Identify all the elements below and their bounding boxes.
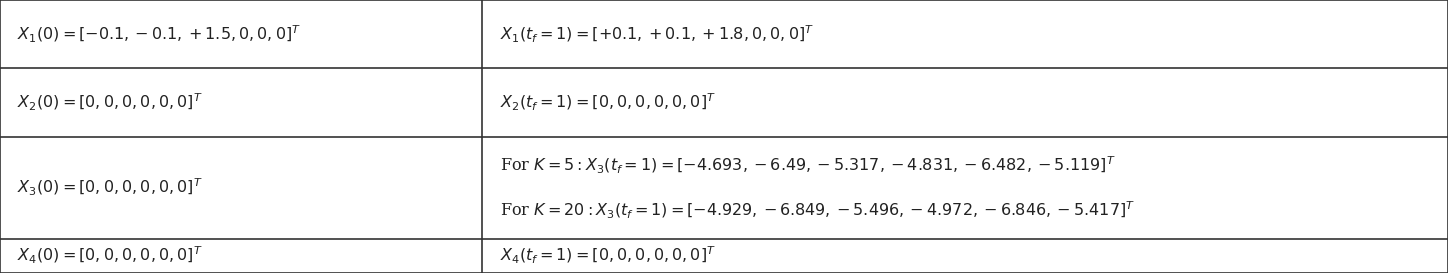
Text: For $K = 20 : X_3(t_f = 1) = [-4.929, -6.849, -5.496, -4.972, -6.846, -5.417]^T$: For $K = 20 : X_3(t_f = 1) = [-4.929, -6… <box>500 200 1135 221</box>
Text: $X_3(0) = [0, 0, 0, 0, 0, 0]^T$: $X_3(0) = [0, 0, 0, 0, 0, 0]^T$ <box>17 177 203 198</box>
Text: $X_1(t_f = 1) = [+0.1, +0.1, +1.8, 0, 0, 0]^T$: $X_1(t_f = 1) = [+0.1, +0.1, +1.8, 0, 0,… <box>500 23 814 45</box>
Text: For $K = 5 : X_3(t_f = 1) = [-4.693, -6.49, -5.317, -4.831, -6.482, -5.119]^T$: For $K = 5 : X_3(t_f = 1) = [-4.693, -6.… <box>500 155 1115 176</box>
Text: $X_1(0) = [-0.1, -0.1, +1.5, 0, 0, 0]^T$: $X_1(0) = [-0.1, -0.1, +1.5, 0, 0, 0]^T$ <box>17 23 301 45</box>
Text: $X_4(t_f = 1) = [0, 0, 0, 0, 0, 0]^T$: $X_4(t_f = 1) = [0, 0, 0, 0, 0, 0]^T$ <box>500 245 715 266</box>
Text: $X_2(0) = [0, 0, 0, 0, 0, 0]^T$: $X_2(0) = [0, 0, 0, 0, 0, 0]^T$ <box>17 92 203 113</box>
Text: $X_2(t_f = 1) = [0, 0, 0, 0, 0, 0]^T$: $X_2(t_f = 1) = [0, 0, 0, 0, 0, 0]^T$ <box>500 92 715 113</box>
Text: $X_4(0) = [0, 0, 0, 0, 0, 0]^T$: $X_4(0) = [0, 0, 0, 0, 0, 0]^T$ <box>17 245 203 266</box>
